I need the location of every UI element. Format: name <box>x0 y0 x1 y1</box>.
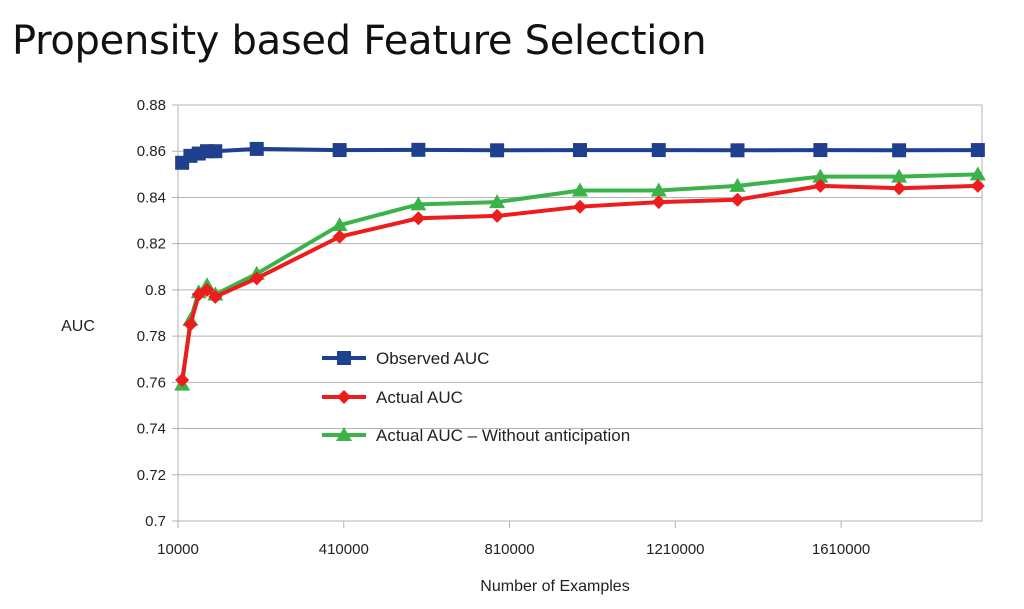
series-0-point-9 <box>573 143 587 158</box>
series-2-point-10 <box>650 182 667 197</box>
y-tick-label-2: 0.74 <box>137 421 166 438</box>
y-tick-labels: 0.7 0.72 0.74 0.76 0.78 0.8 0.82 0.84 0.86 0.88 <box>137 97 166 530</box>
series-1 <box>175 178 985 388</box>
series-0 <box>175 141 985 170</box>
series-0-point-12 <box>813 143 828 158</box>
y-tick-label-5: 0.8 <box>145 282 166 299</box>
series-1-point-3 <box>200 282 215 297</box>
series-2-point-12 <box>812 168 829 183</box>
x-tick-label-3: 1210000 <box>646 541 704 558</box>
series-0-point-13 <box>892 143 907 158</box>
series-0-point-6 <box>332 143 347 158</box>
series-1-point-6 <box>332 229 347 244</box>
y-tick-label-7: 0.84 <box>137 189 166 206</box>
legend-label-1: Actual AUC <box>376 388 463 407</box>
series-0-point-10 <box>651 143 666 158</box>
legend: Observed AUC Actual AUC Actual AUC – Witho… <box>322 349 630 445</box>
plot-frame <box>177 104 983 522</box>
axes <box>172 104 983 528</box>
y-tick-label-0: 0.7 <box>145 513 166 530</box>
slide-title: Propensity based Feature Selection <box>12 18 707 64</box>
series-1-point-1 <box>183 317 198 332</box>
y-tick-label-4: 0.78 <box>137 328 166 345</box>
series-2-point-8 <box>489 194 506 209</box>
series-2-point-6 <box>331 217 348 232</box>
series-2-point-7 <box>410 196 427 211</box>
y-tick-label-1: 0.72 <box>137 467 166 484</box>
y-tick-label-8: 0.86 <box>137 143 166 160</box>
series-1-point-12 <box>813 178 828 193</box>
x-axis-title: Number of Examples <box>480 578 629 595</box>
y-tick-label-6: 0.82 <box>137 236 166 253</box>
x-tick-label-4: 1610000 <box>812 541 870 558</box>
series-1-point-7 <box>411 211 426 226</box>
series-0-point-5 <box>249 141 264 156</box>
legend-label-2: Actual AUC – Without anticipation <box>376 426 630 445</box>
y-axis-title: AUC <box>61 318 95 335</box>
series-0-point-14 <box>970 143 985 158</box>
x-tick-label-0: 10000 <box>157 541 199 558</box>
x-tick-label-2: 810000 <box>485 541 535 558</box>
series-lines <box>174 141 986 391</box>
legend-marker-0 <box>337 351 351 365</box>
y-tick-label-9: 0.88 <box>137 97 166 114</box>
series-2-point-9 <box>572 182 588 197</box>
series-1-line <box>180 183 978 381</box>
series-1-point-14 <box>970 178 985 193</box>
series-0-point-11 <box>730 143 745 158</box>
series-1-point-8 <box>490 208 505 223</box>
series-1-point-5 <box>249 271 264 286</box>
series-1-point-11 <box>730 192 745 207</box>
legend-label-0: Observed AUC <box>376 349 489 368</box>
series-1-point-0 <box>175 373 190 388</box>
series-1-point-10 <box>651 195 666 210</box>
x-tick-labels: 10000 410000 810000 1210000 1610000 <box>157 541 870 558</box>
series-0-point-7 <box>411 142 426 157</box>
series-1-point-13 <box>892 181 907 196</box>
grid-lines <box>178 104 982 522</box>
y-tick-label-3: 0.76 <box>137 374 166 391</box>
legend-marker-2 <box>336 427 352 441</box>
legend-marker-1 <box>337 390 351 404</box>
series-2-point-11 <box>729 177 746 192</box>
series-0-point-8 <box>490 143 505 158</box>
series-2-point-13 <box>891 168 908 183</box>
x-tick-label-1: 410000 <box>319 541 369 558</box>
series-0-point-4 <box>208 144 223 159</box>
series-1-point-9 <box>573 199 587 214</box>
series-2-point-14 <box>969 166 986 181</box>
series-1-point-4 <box>208 289 223 304</box>
